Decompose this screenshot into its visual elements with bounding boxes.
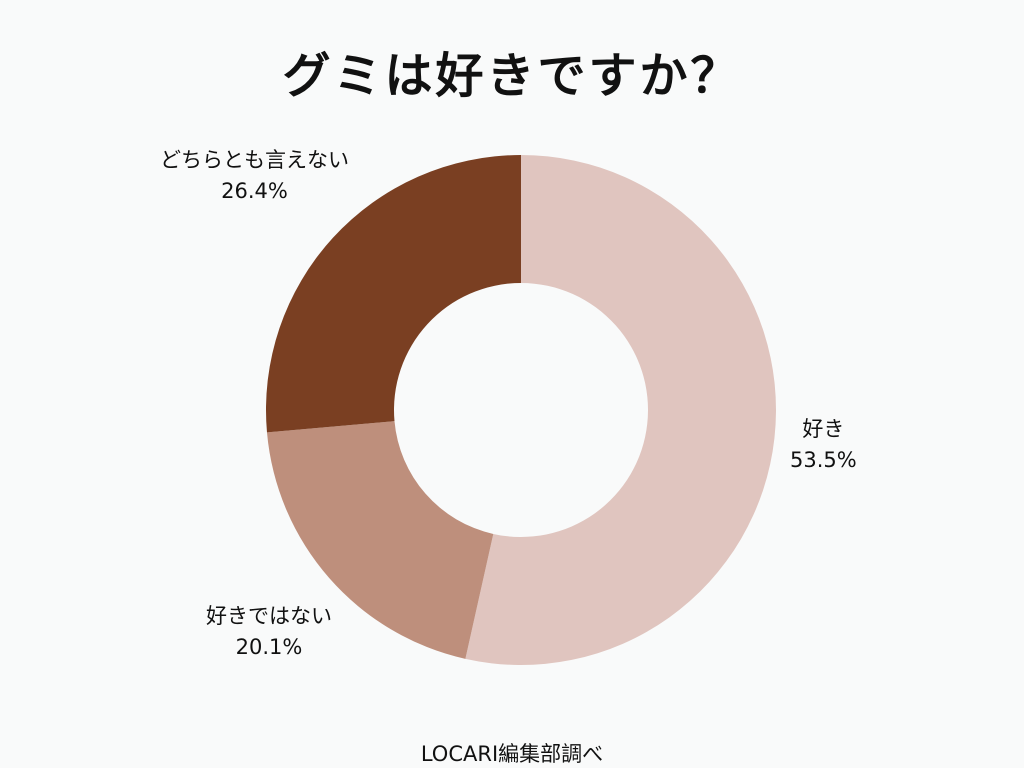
slice-dislike [266, 421, 494, 659]
source-note: LOCARI編集部調べ [420, 742, 604, 766]
slice-like [465, 155, 776, 666]
slice-label-dislike: 好きではない 20.1% [206, 601, 332, 663]
slice-neutral [266, 155, 521, 433]
slice-label-like: 好き 53.5% [790, 414, 857, 476]
slice-category-like: 好き [802, 417, 845, 441]
slice-value-like: 53.5% [790, 448, 857, 472]
slice-category-neutral: どちらとも言えない [160, 148, 349, 172]
slice-label-neutral: どちらとも言えない 26.4% [160, 145, 349, 207]
slice-value-dislike: 20.1% [235, 635, 303, 659]
slice-category-dislike: 好きではない [206, 604, 332, 628]
slice-value-neutral: 26.4% [221, 179, 288, 203]
chart-title: グミは好きですか？ [282, 48, 742, 104]
